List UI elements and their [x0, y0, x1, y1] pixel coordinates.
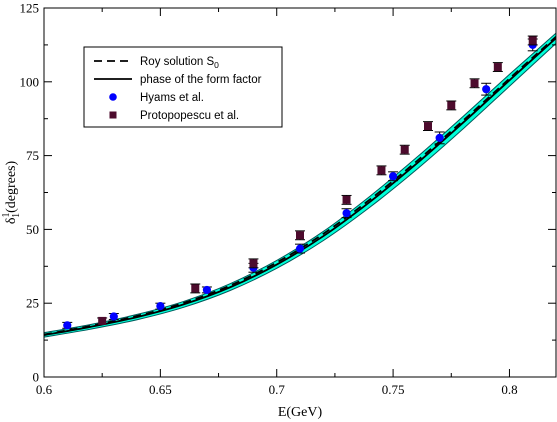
- hyams-point: [295, 244, 305, 253]
- y-tick-label: 50: [26, 222, 39, 237]
- hyams-point: [63, 321, 72, 330]
- protopopescu-point: [342, 195, 351, 204]
- legend-hyams-label: Hyams et al.: [140, 92, 204, 104]
- plot-content: [44, 32, 556, 338]
- hyams-point: [435, 133, 444, 142]
- x-tick-label: 0.8: [501, 382, 517, 397]
- legend: Roy solution S0 phase of the form factor H…: [83, 46, 283, 128]
- legend-box: [83, 46, 283, 128]
- protopopescu-point: [191, 284, 200, 293]
- protopopescu-point: [377, 166, 386, 175]
- x-tick-labels: 0.6 0.65 0.7 0.75 0.8: [36, 382, 518, 397]
- hyams-point: [156, 302, 165, 311]
- y-tick-labels: 0 25 50 75 100 125: [20, 1, 40, 385]
- legend-form-factor-label: phase of the form factor: [140, 74, 262, 86]
- legend-protopopescu-label: Protopopescu et al.: [140, 110, 239, 122]
- legend-hyams-marker: [109, 93, 117, 101]
- y-axis-title-sub: 1: [11, 213, 22, 218]
- x-tick-label: 0.75: [382, 382, 405, 397]
- protopopescu-point: [249, 259, 258, 268]
- x-tick-label: 0.6: [36, 382, 53, 397]
- legend-roy-label: Roy solution S0: [140, 56, 219, 70]
- y-axis-title-sup: 1: [1, 213, 12, 218]
- axis-ticks: [43, 7, 556, 378]
- protopopescu-point: [493, 63, 502, 72]
- protopopescu-point: [424, 122, 432, 131]
- hyams-point: [388, 172, 398, 181]
- y-axis-title: δ11(degrees): [1, 161, 22, 225]
- y-tick-label: 75: [26, 148, 39, 163]
- hyams-point: [482, 85, 491, 94]
- roy-solution-line: [44, 35, 556, 336]
- hyams-point: [109, 312, 118, 321]
- y-tick-label: 0: [33, 370, 40, 385]
- error-band-lower-edge: [44, 43, 556, 338]
- protopopescu-point: [470, 79, 479, 88]
- hyams-point: [342, 209, 351, 218]
- protopopescu-point: [528, 36, 537, 45]
- y-tick-label: 125: [20, 1, 40, 16]
- protopopescu-point: [296, 231, 304, 240]
- protopopescu-point: [447, 101, 456, 110]
- legend-protopopescu-marker: [109, 111, 117, 119]
- hyams-point: [202, 285, 212, 295]
- x-axis-title: E(GeV): [278, 405, 323, 420]
- legend-roy-label-sub: 0: [214, 60, 219, 70]
- y-axis-title-rest: (degrees): [4, 161, 19, 213]
- legend-items: Roy solution S0 phase of the form factor H…: [94, 56, 262, 122]
- y-axis-title-base: δ: [4, 217, 19, 224]
- y-tick-label: 100: [20, 74, 40, 89]
- x-tick-label: 0.7: [269, 382, 286, 397]
- protopopescu-point: [98, 316, 107, 325]
- y-tick-label: 25: [26, 296, 39, 311]
- x-tick-label: 0.65: [149, 382, 172, 397]
- protopopescu-point: [400, 145, 409, 154]
